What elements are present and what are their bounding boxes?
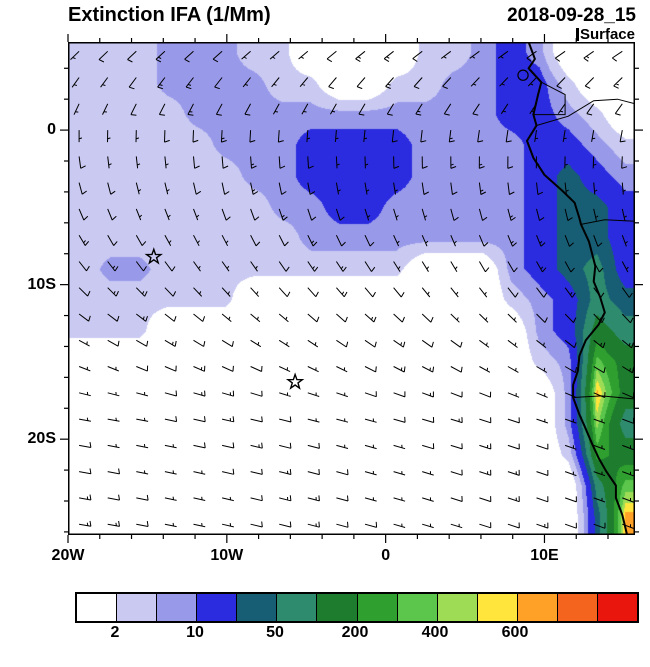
coastline [526,42,629,535]
y-axis-tick-label: 10S [27,275,56,293]
colorbar-tick-label: 200 [341,624,369,641]
colorbar [75,592,639,623]
level-tick-icon [575,28,579,41]
colorbar-cell [237,594,278,621]
x-axis-tick-label: 10E [530,547,559,564]
colorbar-labels: 2 10 50 200 400 600 [75,624,635,646]
level-row: Surface [575,26,635,43]
colorbar-cell [117,594,158,621]
wind-barbs [70,50,635,529]
x-axis-tick-label: 0 [381,547,391,564]
colorbar-tick-label: 10 [186,624,204,641]
colorbar-cell [477,594,518,621]
colorbar-cell [397,594,438,621]
country-border [580,219,635,225]
colorbar-cell [157,594,198,621]
x-axis-tick-label: 10W [210,547,244,564]
colorbar-tick-label: 600 [501,624,529,641]
colorbar-cell [598,594,638,621]
datetime-label: 2018-09-28_15 [507,5,636,26]
colorbar-tick-label: 400 [421,624,449,641]
country-border [536,98,635,126]
colorbar-tick-label: 50 [266,624,284,641]
axis-ticks [60,34,643,543]
y-axis-tick-label: 20S [27,430,56,448]
colorbar-cell [557,594,599,621]
plot-frame [68,42,635,535]
map-plot: 20W 10W 0 10E 0 10S 20S [28,34,643,564]
star-marker [144,247,163,265]
map-overlay [60,34,643,543]
colorbar-cell [277,594,318,621]
colorbar-cell [77,594,118,621]
country-border [533,81,566,116]
colorbar-cell [317,594,358,621]
island-outline [517,69,529,81]
colorbar-cell [517,594,558,621]
colorbar-cell [437,594,478,621]
page-title: Extinction IFA (1/Mm) [68,4,271,26]
y-axis-tick-label: 0 [47,121,56,139]
colorbar-cell [357,594,398,621]
colorbar-tick-label: 2 [110,624,120,641]
star-marker [285,372,305,390]
colorbar-cell [197,594,238,621]
level-label: Surface [579,26,635,43]
country-border [573,395,635,400]
x-axis-tick-label: 20W [51,547,85,564]
